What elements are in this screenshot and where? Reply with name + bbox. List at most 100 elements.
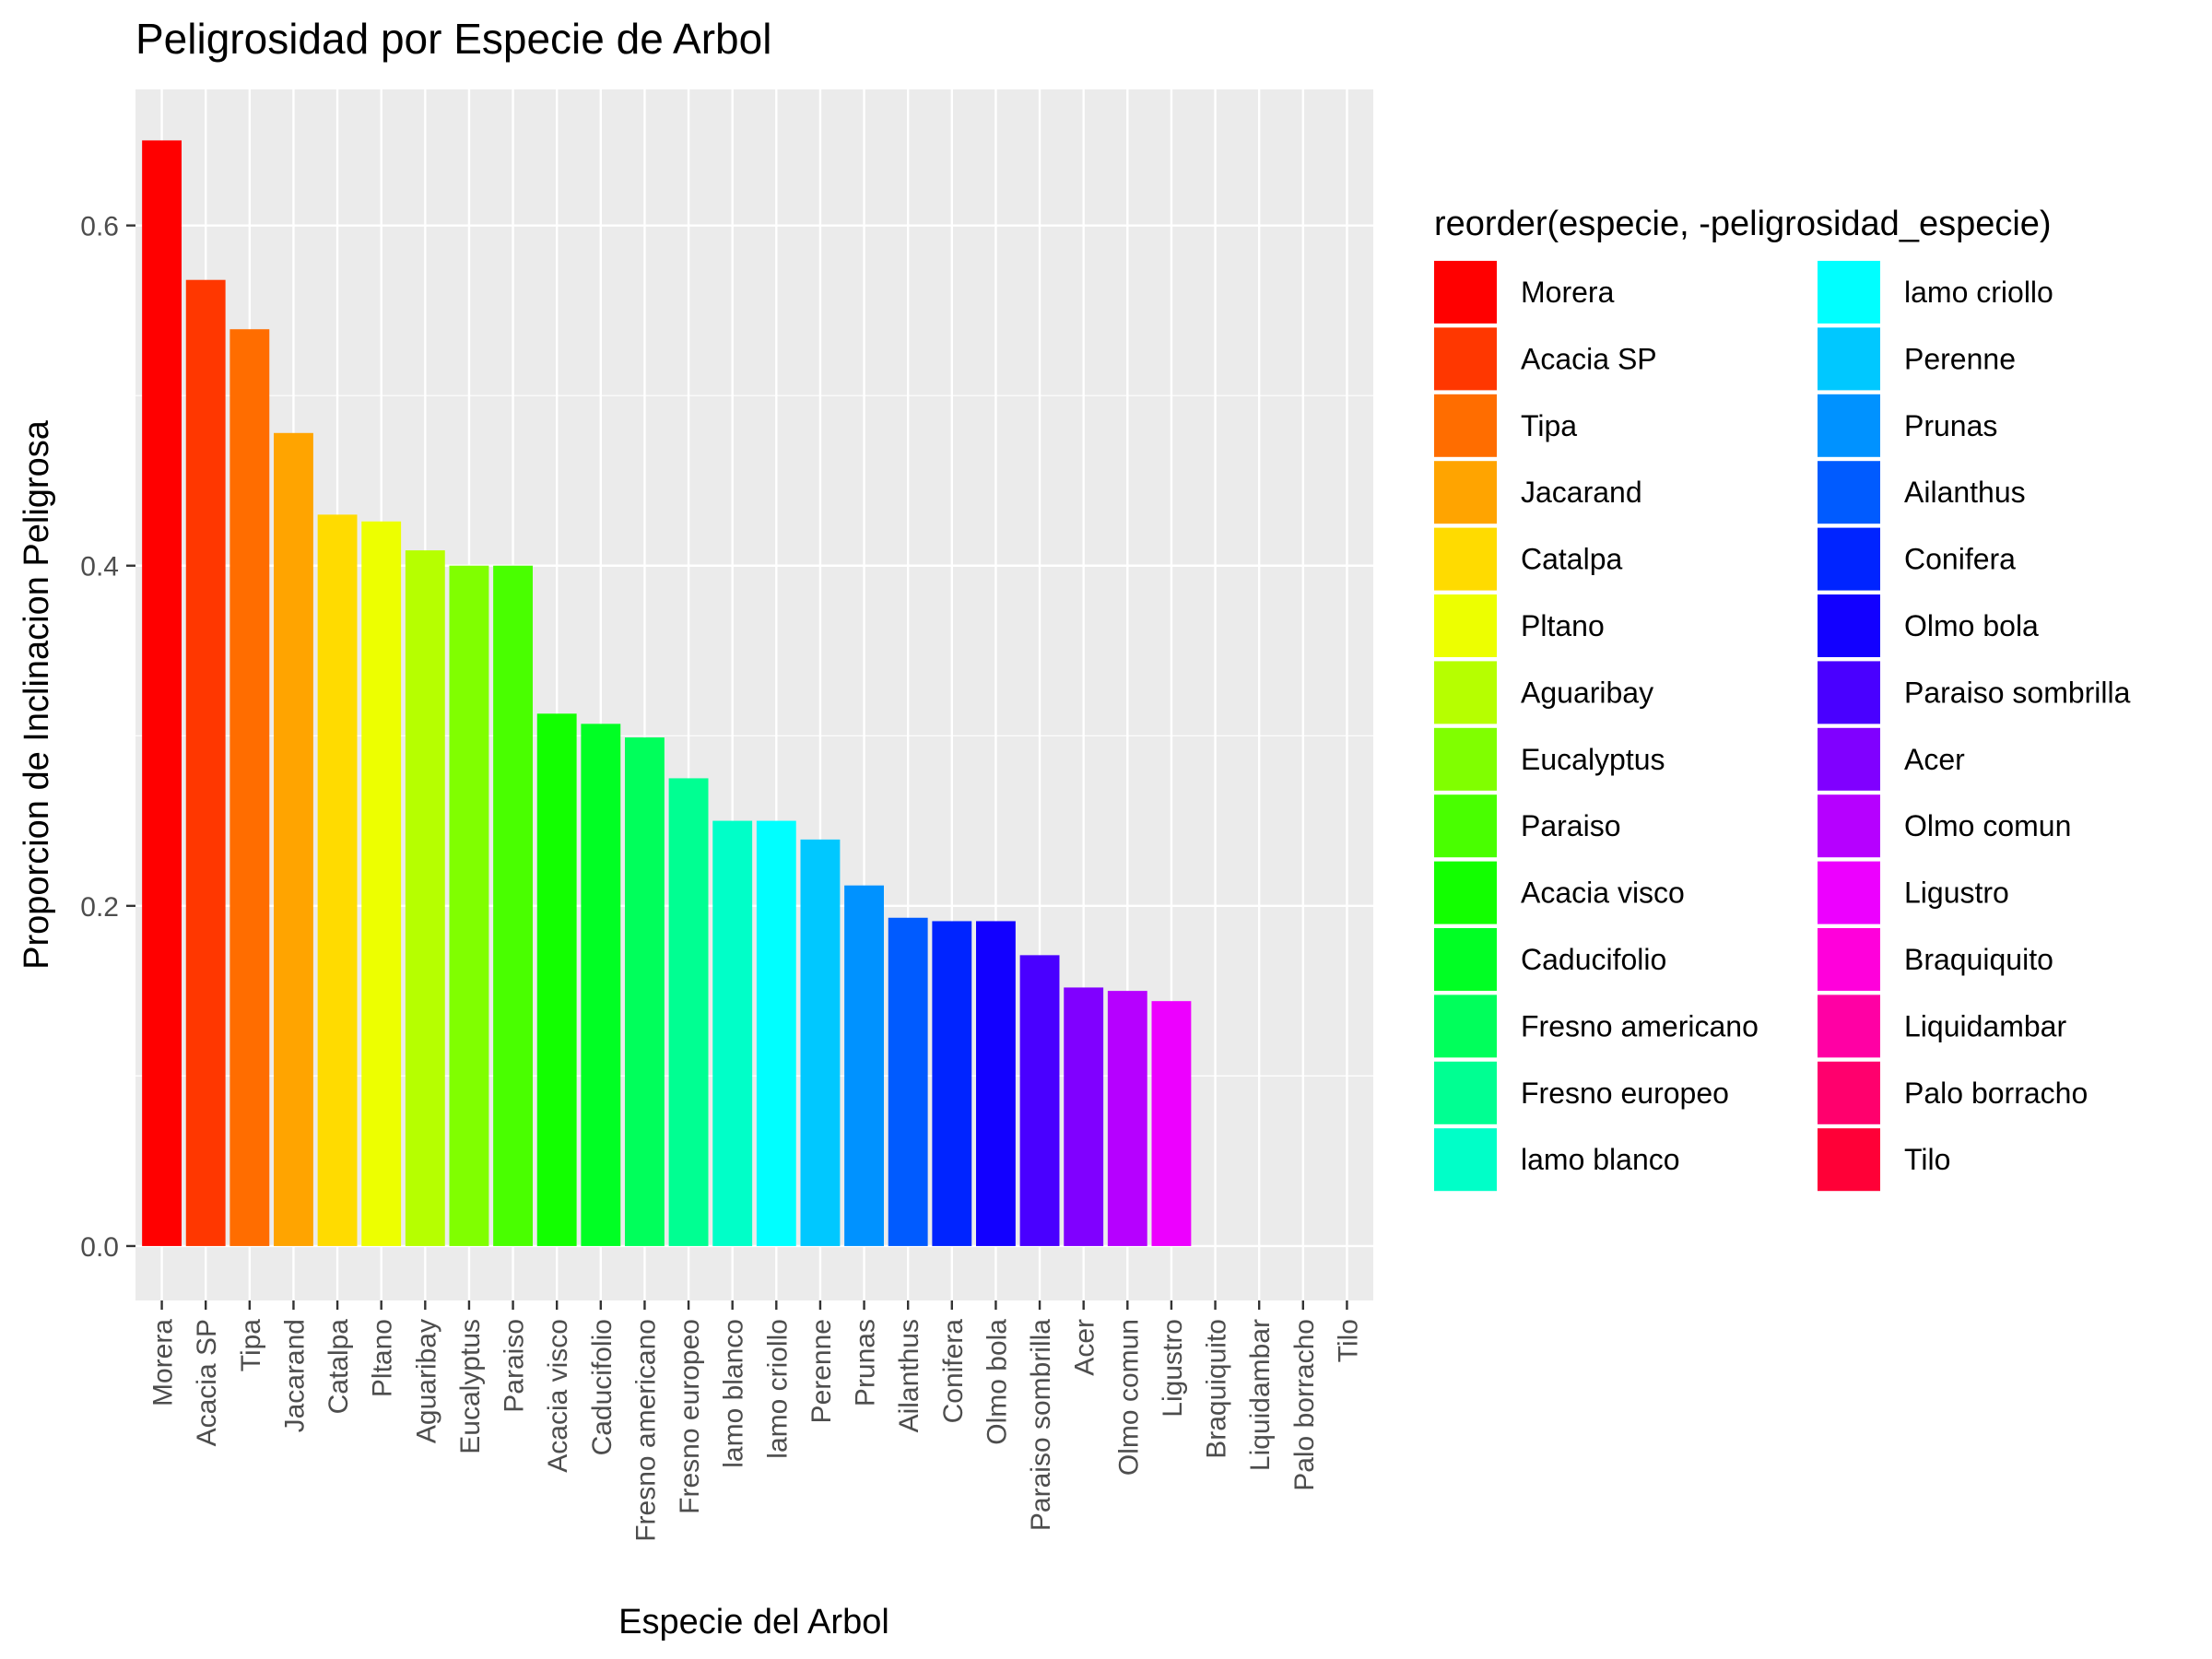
y-axis: 0.0 0.2 0.4 0.6 [80, 212, 135, 1263]
bar [1019, 955, 1060, 1246]
legend-label: Ligustro [1904, 877, 2009, 910]
legend-key [1818, 261, 1880, 324]
legend-key [1818, 327, 1880, 391]
bar [756, 820, 796, 1246]
x-tick-label: Catalpa [324, 1319, 354, 1415]
bar [229, 329, 270, 1246]
legend-label: Jacarand [1521, 476, 1642, 509]
legend-label: Paraiso sombrilla [1904, 676, 2131, 709]
bar [976, 921, 1016, 1246]
bar [1064, 987, 1104, 1246]
legend-key [1818, 527, 1880, 591]
bar [274, 432, 313, 1246]
legend-key [1818, 727, 1880, 791]
legend-key [1818, 394, 1880, 457]
legend-label: Paraiso [1521, 809, 1621, 842]
legend-key [1818, 661, 1880, 724]
x-tick-label: Fresno europeo [675, 1319, 705, 1514]
bar [317, 514, 358, 1246]
legend-label: Olmo bola [1904, 609, 2039, 642]
legend-key [1434, 327, 1497, 391]
bar [185, 279, 226, 1246]
bar [405, 550, 445, 1246]
bar [668, 778, 709, 1246]
legend-label: Aguaribay [1521, 676, 1653, 709]
legend-label: Ailanthus [1904, 476, 2026, 509]
x-tick-label: Eucalyptus [455, 1319, 486, 1454]
legend-label: Perenne [1904, 342, 2016, 375]
x-tick-label: Paraiso [500, 1319, 530, 1413]
x-tick-label: Aguaribay [411, 1319, 441, 1443]
legend-key [1434, 594, 1497, 657]
x-tick-label: Ligustro [1158, 1319, 1188, 1418]
legend-label: Liquidambar [1904, 1009, 2066, 1042]
x-tick-label: Palo borracho [1289, 1319, 1320, 1491]
bar [1151, 1001, 1192, 1246]
legend-label: Conifera [1904, 543, 2016, 576]
legend-label: Caducifolio [1521, 943, 1666, 976]
chart-title: Peligrosidad por Especie de Arbol [135, 15, 771, 63]
x-tick-label: Acacia SP [192, 1319, 222, 1446]
bar [493, 565, 533, 1246]
legend-label: Tipa [1521, 409, 1577, 442]
x-tick-label: Pltano [368, 1319, 398, 1397]
legend-key [1434, 527, 1497, 591]
bar [712, 820, 753, 1246]
bar [844, 885, 884, 1246]
legend-label: Braquiquito [1904, 943, 2053, 976]
legend-label: Tilo [1904, 1143, 1950, 1176]
x-tick-label: Ailanthus [894, 1319, 924, 1432]
legend-key [1434, 727, 1497, 791]
x-tick-label: Acer [1070, 1319, 1100, 1376]
legend-label: Fresno europeo [1521, 1077, 1729, 1110]
legend-key [1434, 794, 1497, 858]
bar [142, 140, 182, 1246]
legend-key [1818, 994, 1880, 1058]
legend-label: Catalpa [1521, 543, 1623, 576]
legend-key [1434, 994, 1497, 1058]
legend-key [1434, 1061, 1497, 1124]
legend-key [1818, 794, 1880, 858]
x-tick-label: Prunas [851, 1319, 881, 1406]
bar [625, 737, 665, 1246]
bar [536, 713, 577, 1246]
x-tick-label: Caducifolio [587, 1319, 618, 1455]
legend-key [1434, 861, 1497, 924]
x-tick-label: Morera [148, 1319, 179, 1406]
legend-label: Palo borracho [1904, 1077, 2088, 1110]
legend-title: reorder(especie, -peligrosidad_especie) [1434, 205, 2052, 243]
legend-label: lamo criollo [1904, 276, 2053, 309]
legend-label: Acacia SP [1521, 342, 1657, 375]
legend-label: Acer [1904, 743, 1965, 776]
x-tick-label: Tilo [1333, 1319, 1363, 1362]
x-tick-label: Jacarand [279, 1319, 310, 1432]
legend-key [1434, 1128, 1497, 1192]
legend-key [1818, 861, 1880, 924]
bar [888, 917, 928, 1246]
x-axis-label: Especie del Arbol [618, 1603, 889, 1641]
x-tick-label: Perenne [806, 1319, 837, 1423]
bar [800, 839, 841, 1246]
legend-key [1434, 261, 1497, 324]
x-tick-label: Acacia visco [543, 1319, 573, 1473]
legend-key [1818, 594, 1880, 657]
legend-key [1818, 461, 1880, 524]
bar [1107, 991, 1147, 1246]
y-tick-label: 0.6 [80, 212, 119, 242]
legend-label: Fresno americano [1521, 1009, 1759, 1042]
y-axis-label: Proporcion de Inclinacion Peligrosa [18, 419, 56, 970]
legend-key [1434, 661, 1497, 724]
legend: Morera Acacia SP Tipa Jacarand Catalpa Pltano… [1434, 261, 2131, 1192]
x-tick-label: Braquiquito [1202, 1319, 1232, 1459]
legend-label: Morera [1521, 276, 1615, 309]
legend-key [1434, 394, 1497, 457]
y-tick-label: 0.0 [80, 1232, 119, 1263]
x-tick-label: Conifera [938, 1319, 969, 1424]
bar [361, 521, 402, 1246]
x-tick-label: Olmo comun [1113, 1319, 1144, 1476]
x-tick-label: Fresno americano [630, 1319, 661, 1542]
bars [142, 140, 1192, 1246]
legend-label: Acacia visco [1521, 877, 1685, 910]
legend-label: lamo blanco [1521, 1143, 1680, 1176]
